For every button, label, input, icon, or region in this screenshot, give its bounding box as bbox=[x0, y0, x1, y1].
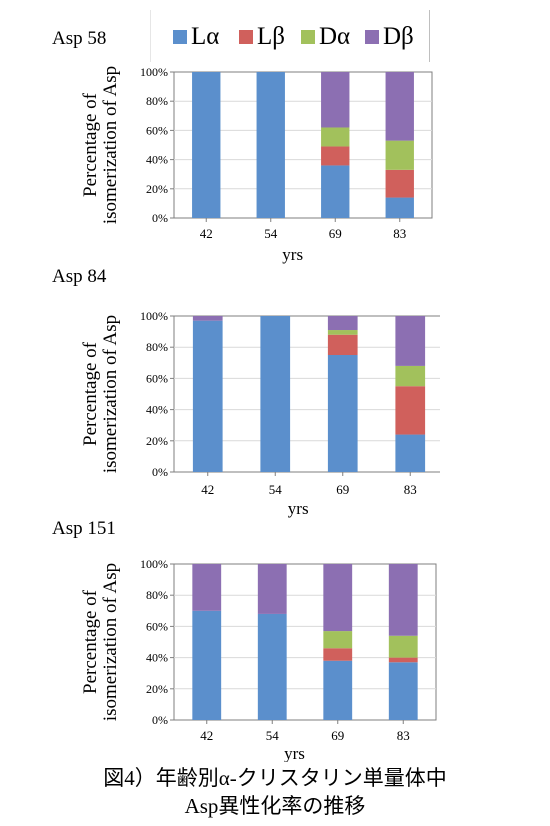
panel-title-asp58: Asp 58 bbox=[52, 28, 107, 49]
bar-segment-83-Lβ bbox=[385, 169, 414, 198]
y-axis-label-line1: Percentage of bbox=[80, 92, 101, 197]
bar-segment-83-Lβ bbox=[395, 386, 426, 435]
bar-segment-42-Lα bbox=[192, 320, 223, 472]
y-axis-label-line2: isomerization of Asp bbox=[100, 563, 121, 721]
x-tick-label: 54 bbox=[266, 728, 280, 743]
y-tick-label: 80% bbox=[146, 588, 168, 602]
bar-segment-83-Dβ bbox=[385, 72, 414, 141]
y-tick-label: 20% bbox=[146, 182, 168, 196]
y-tick-label: 0% bbox=[152, 465, 168, 479]
bar-segment-42-Dβ bbox=[192, 564, 222, 611]
bar-segment-83-Lβ bbox=[388, 657, 418, 663]
bar-segment-83-Dα bbox=[388, 635, 418, 658]
bar-segment-42-Lα bbox=[192, 72, 221, 218]
panel-title-asp151: Asp 151 bbox=[52, 518, 116, 539]
bar-segment-83-Dα bbox=[395, 365, 426, 387]
x-tick-label: 42 bbox=[200, 226, 213, 241]
legend-item-d-alpha: Dα bbox=[301, 24, 350, 49]
bar-segment-83-Dβ bbox=[388, 564, 418, 636]
bar-segment-69-Dα bbox=[327, 330, 358, 335]
y-tick-label: 100% bbox=[140, 65, 168, 79]
y-axis-label-line2: isomerization of Asp bbox=[100, 66, 121, 224]
x-axis-label: yrs bbox=[282, 245, 303, 264]
legend-swatch-d-alpha bbox=[301, 29, 315, 44]
legend-item-d-beta: Dβ bbox=[365, 24, 414, 49]
y-tick-label: 40% bbox=[146, 403, 168, 417]
x-tick-label: 42 bbox=[200, 728, 213, 743]
x-tick-label: 54 bbox=[269, 482, 283, 497]
x-axis-label: yrs bbox=[288, 499, 309, 518]
figure-caption-line1: 図4）年齢別α-クリスタリン単量体中 bbox=[103, 766, 447, 790]
bar-segment-69-Dβ bbox=[323, 564, 353, 632]
x-tick-label: 42 bbox=[201, 482, 214, 497]
x-tick-label: 69 bbox=[329, 226, 342, 241]
y-axis-label-line1: Percentage of bbox=[80, 589, 101, 694]
x-tick-label: 83 bbox=[404, 482, 417, 497]
legend: Lα Lβ Dα Dβ bbox=[150, 10, 430, 62]
bar-segment-83-Lα bbox=[395, 434, 426, 472]
x-tick-label: 69 bbox=[331, 728, 344, 743]
legend-swatch-d-beta bbox=[365, 29, 379, 44]
bar-segment-42-Lα bbox=[192, 610, 222, 720]
y-tick-label: 100% bbox=[140, 557, 168, 571]
legend-swatch-l-beta bbox=[239, 29, 253, 44]
y-tick-label: 60% bbox=[146, 123, 168, 137]
bar-segment-69-Lα bbox=[327, 355, 358, 472]
figure-caption-line2: Asp異性化率の推移 bbox=[184, 794, 366, 818]
x-tick-label: 83 bbox=[393, 226, 406, 241]
bar-segment-69-Lα bbox=[323, 660, 353, 720]
y-axis-label-line2: isomerization of Asp bbox=[100, 315, 121, 473]
y-tick-label: 20% bbox=[146, 434, 168, 448]
bar-segment-69-Lα bbox=[321, 165, 350, 218]
x-tick-label: 83 bbox=[397, 728, 410, 743]
bar-segment-83-Dβ bbox=[395, 316, 426, 366]
bar-segment-69-Dα bbox=[321, 127, 350, 147]
bar-segment-69-Dα bbox=[323, 631, 353, 649]
stacked-bar-chart-asp151: 0% 20% 40% 60% 80% 100% 42 54 69 83 yrs Percentage … bbox=[80, 557, 437, 762]
legend-label-d-alpha: Dα bbox=[319, 23, 351, 50]
x-axis-label: yrs bbox=[284, 744, 305, 762]
x-tick-label: 69 bbox=[336, 482, 349, 497]
bar-segment-54-Lα bbox=[260, 316, 291, 472]
panel-title-asp84: Asp 84 bbox=[52, 266, 107, 287]
y-tick-label: 0% bbox=[152, 713, 168, 727]
legend-item-l-beta: Lβ bbox=[239, 24, 285, 49]
legend-item-l-alpha: Lα bbox=[173, 24, 219, 49]
legend-label-l-alpha: Lα bbox=[191, 23, 220, 50]
y-tick-label: 80% bbox=[146, 340, 168, 354]
y-tick-label: 40% bbox=[146, 153, 168, 167]
bar-segment-69-Dβ bbox=[321, 72, 350, 128]
y-tick-label: 100% bbox=[140, 309, 168, 323]
stacked-bar-chart-asp84: 0% 20% 40% 60% 80% 100% 42 54 69 83 yrs Percentage … bbox=[80, 309, 440, 518]
y-tick-label: 80% bbox=[146, 94, 168, 108]
y-tick-label: 0% bbox=[152, 211, 168, 225]
y-axis-label-line1: Percentage of bbox=[80, 341, 101, 446]
bar-segment-42-Dβ bbox=[192, 316, 223, 321]
bar-segment-69-Lβ bbox=[327, 334, 358, 355]
bar-segment-83-Lα bbox=[385, 197, 414, 218]
bar-segment-69-Dβ bbox=[327, 316, 358, 331]
bar-segment-83-Dα bbox=[385, 140, 414, 170]
legend-swatch-l-alpha bbox=[173, 29, 187, 44]
y-tick-label: 20% bbox=[146, 682, 168, 696]
bar-segment-69-Lβ bbox=[321, 146, 350, 166]
legend-label-l-beta: Lβ bbox=[257, 23, 285, 50]
stacked-bar-chart-asp58: 0% 20% 40% 60% 80% 100% 42 54 69 83 yrs Percentage … bbox=[80, 65, 433, 264]
y-tick-label: 60% bbox=[146, 371, 168, 385]
y-tick-label: 60% bbox=[146, 619, 168, 633]
bar-segment-54-Lα bbox=[256, 72, 285, 218]
y-tick-label: 40% bbox=[146, 651, 168, 665]
bar-segment-69-Lβ bbox=[323, 648, 353, 661]
bar-segment-54-Lα bbox=[257, 613, 287, 720]
bar-segment-83-Lα bbox=[388, 662, 418, 720]
x-tick-label: 54 bbox=[264, 226, 278, 241]
bar-segment-54-Dβ bbox=[257, 564, 287, 614]
legend-label-d-beta: Dβ bbox=[383, 23, 414, 50]
